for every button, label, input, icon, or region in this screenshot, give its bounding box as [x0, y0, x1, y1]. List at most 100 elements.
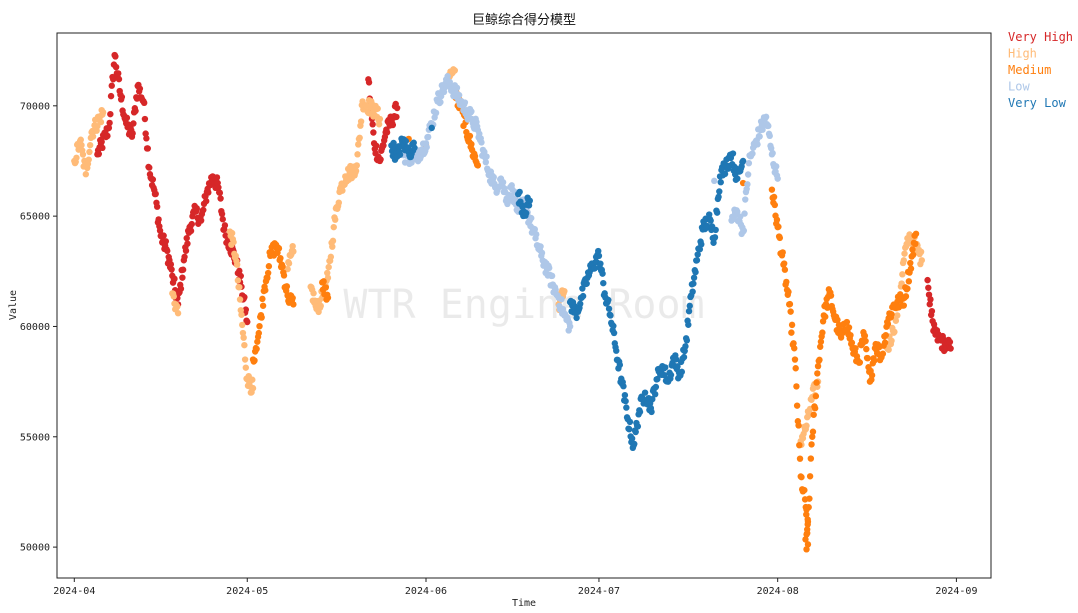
- data-point: [762, 113, 770, 121]
- data-point: [711, 234, 719, 241]
- data-point: [499, 179, 507, 186]
- data-point: [616, 361, 624, 369]
- data-point: [694, 251, 701, 258]
- data-point: [845, 324, 853, 331]
- data-point: [275, 245, 283, 252]
- data-point: [739, 157, 747, 165]
- data-point: [796, 441, 803, 449]
- data-point: [909, 246, 916, 253]
- data-point: [99, 109, 107, 116]
- data-point: [807, 455, 815, 462]
- data-point: [468, 108, 475, 115]
- data-point: [744, 181, 751, 188]
- data-point: [783, 278, 790, 286]
- data-point: [605, 305, 613, 312]
- data-point: [579, 285, 586, 292]
- data-point: [672, 356, 680, 363]
- data-point: [393, 104, 401, 112]
- data-point: [193, 205, 201, 212]
- data-point: [238, 311, 245, 318]
- data-point: [95, 150, 102, 158]
- data-point: [863, 345, 870, 353]
- y-tick-label: 50000: [20, 543, 50, 554]
- data-point: [743, 185, 750, 193]
- data-point: [628, 435, 636, 442]
- data-point: [259, 302, 267, 309]
- data-point: [99, 144, 106, 152]
- data-point: [888, 337, 895, 345]
- data-point: [888, 311, 895, 318]
- data-point: [254, 338, 261, 345]
- data-point: [806, 473, 814, 480]
- data-point: [249, 376, 256, 383]
- data-point: [324, 274, 332, 282]
- data-point: [773, 216, 781, 223]
- legend-entry-low: Low: [1008, 80, 1030, 94]
- data-point: [767, 145, 775, 152]
- data-point: [410, 139, 417, 146]
- data-point: [289, 242, 296, 250]
- data-point: [141, 99, 148, 107]
- data-point: [654, 375, 661, 383]
- data-point: [474, 162, 482, 169]
- data-point: [240, 334, 247, 341]
- data-point: [852, 345, 859, 352]
- data-point: [623, 404, 630, 411]
- series-high: [71, 66, 926, 448]
- data-point: [444, 73, 451, 80]
- data-point: [803, 511, 810, 518]
- data-point: [884, 320, 892, 328]
- data-point: [216, 189, 224, 197]
- data-point: [453, 84, 461, 92]
- data-point: [905, 278, 913, 285]
- data-point: [249, 385, 257, 392]
- data-point: [683, 337, 691, 344]
- data-point: [558, 296, 565, 303]
- data-point: [600, 279, 607, 287]
- data-point: [183, 234, 190, 242]
- data-point: [162, 238, 170, 245]
- data-point: [354, 151, 361, 158]
- data-point: [946, 338, 954, 346]
- data-point: [258, 314, 265, 321]
- x-axis: 2024-04 2024-05 2024-06 2024-07 2024-08 2024-…: [53, 578, 977, 597]
- data-point: [787, 308, 794, 315]
- data-point: [717, 179, 724, 186]
- watermark: WTR Engine Room: [343, 282, 704, 328]
- data-point: [143, 135, 150, 142]
- data-point: [339, 187, 346, 194]
- data-point: [583, 280, 590, 287]
- data-point: [770, 193, 778, 201]
- data-point: [179, 266, 187, 273]
- data-point: [104, 132, 111, 140]
- data-point: [926, 301, 933, 308]
- data-point: [376, 115, 384, 123]
- points-layer: [71, 51, 954, 553]
- data-point: [130, 120, 137, 127]
- data-point: [522, 209, 530, 217]
- data-point: [667, 371, 675, 379]
- data-point: [909, 251, 917, 259]
- data-point: [112, 53, 119, 60]
- data-point: [907, 259, 914, 267]
- data-point: [561, 287, 568, 295]
- data-point: [715, 193, 722, 201]
- data-point: [689, 288, 696, 295]
- data-point: [693, 257, 701, 264]
- data-point: [256, 322, 263, 330]
- data-point: [468, 140, 475, 148]
- data-point: [813, 379, 820, 386]
- data-point: [290, 301, 297, 308]
- data-point: [779, 249, 786, 256]
- data-point: [242, 306, 250, 313]
- data-point: [703, 222, 711, 230]
- data-point: [566, 323, 574, 330]
- data-point: [591, 265, 598, 272]
- data-point: [662, 364, 669, 371]
- data-point: [424, 133, 432, 141]
- data-point: [236, 283, 243, 291]
- data-point: [262, 287, 269, 294]
- data-point: [927, 296, 934, 303]
- legend-entry-high: High: [1008, 47, 1037, 61]
- data-point: [213, 174, 221, 181]
